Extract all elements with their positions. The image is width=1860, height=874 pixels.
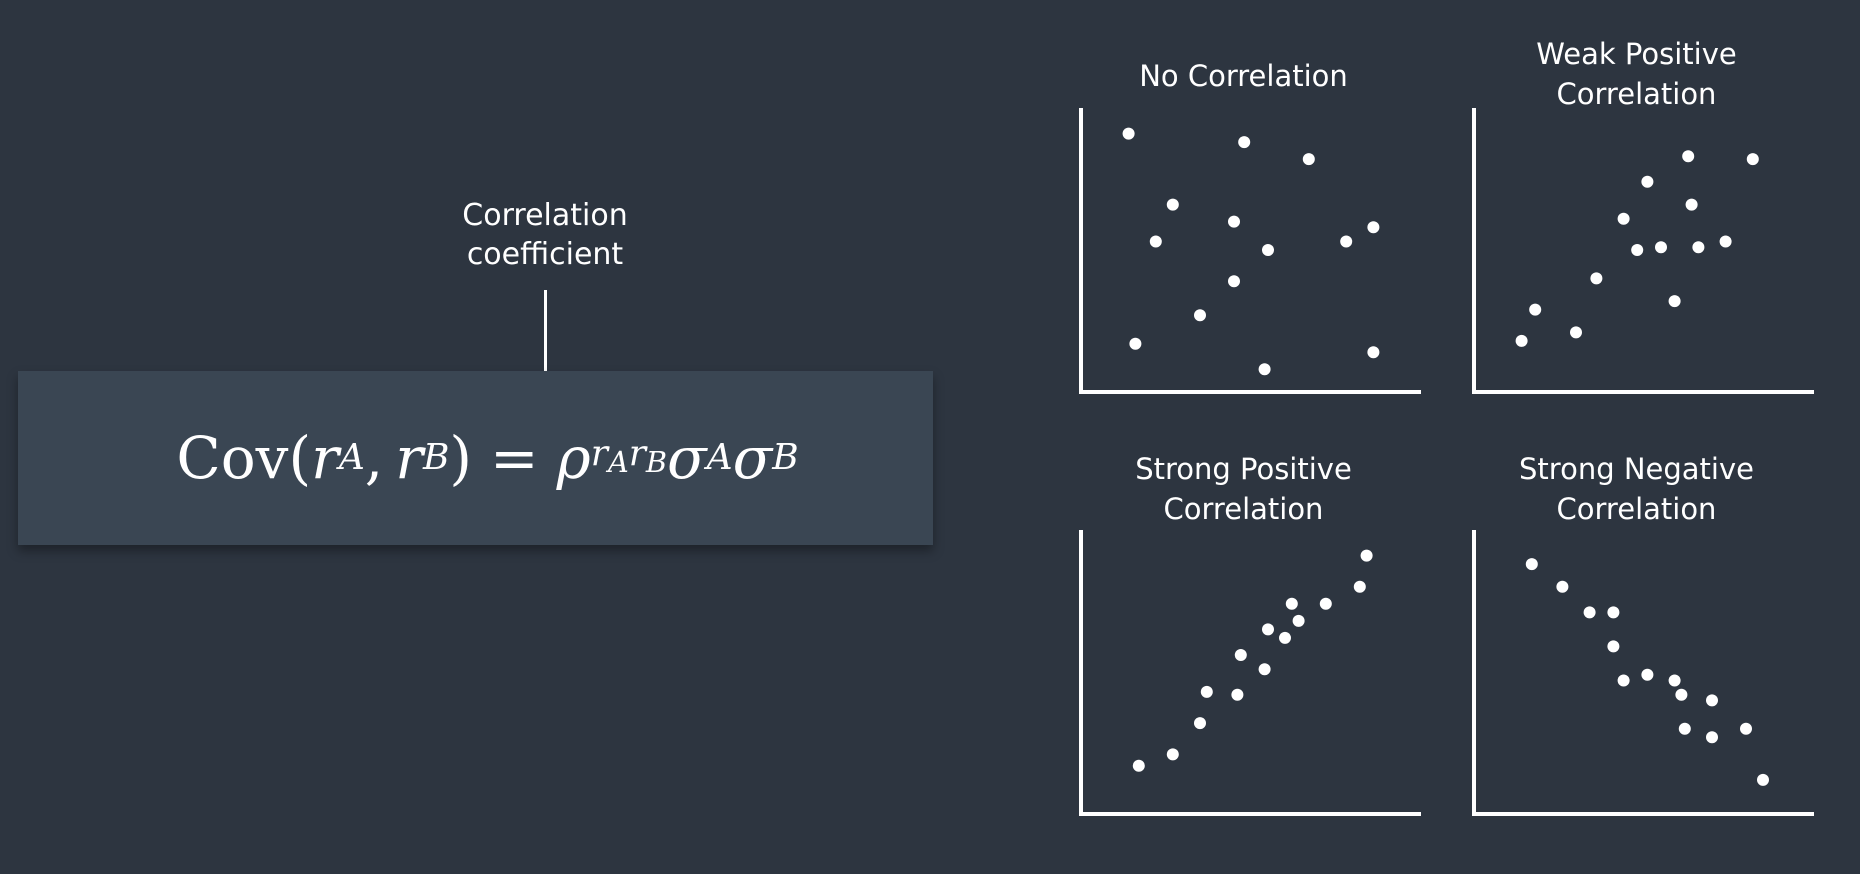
scatter-point [1122,127,1135,140]
scatter-point [1285,597,1298,610]
scatter-point [1234,649,1247,661]
scatter-point [1262,623,1274,636]
scatter-point [1279,631,1291,644]
formula-comma: , [364,424,384,492]
scatter-point [1719,235,1732,248]
scatter-point [1668,295,1681,308]
scatter-point [1515,334,1528,347]
scatter-point [1319,597,1332,610]
panel-title-no-correlation: No Correlation [1071,56,1416,96]
scatter-point [1757,773,1769,786]
scatter-point [1590,272,1603,285]
scatter-point [1194,717,1206,730]
scatter-point [1258,663,1271,676]
formula-rho: ρ [556,424,591,492]
formula-rho-sub-b: B [645,445,668,480]
panel-title-line: Strong Positive [1135,452,1352,486]
panel-title-line: Correlation [1163,492,1324,526]
scatter-point [1367,346,1380,359]
scatter-point [1367,221,1380,234]
scatter-point [1166,748,1179,761]
scatter-point [1360,549,1373,562]
annotation-line-1: Correlation [462,198,628,233]
formula-rho-sub-r-a: r [590,432,608,474]
scatter-point [1238,136,1251,149]
panel-title-line: Weak Positive [1536,37,1737,71]
scatter-point [1228,275,1240,288]
scatter-point [1641,175,1654,188]
scatter-point [1262,244,1274,256]
panel-title-line: No Correlation [1139,59,1348,93]
scatter-panel-no-correlation: No Correlation [1071,0,1416,340]
scatter-point [1706,694,1718,707]
scatter-panel-strong-negative: Strong Negative Correlation [1464,0,1809,526]
scatter-point [1200,685,1213,698]
scatter-point [1607,640,1620,653]
scatter-point [1746,153,1759,166]
scatter-point [1617,674,1630,687]
formula-rho-sub-a: A [607,445,629,480]
panel-title-line: Strong Negative [1519,452,1754,486]
scatter-point [1556,580,1569,593]
formula-open-paren: ( [288,424,312,492]
panel-title-weak-positive: Weak Positive Correlation [1464,34,1809,114]
scatter-point [1231,688,1244,701]
scatter-point [1682,150,1695,163]
scatter-point [1340,235,1353,248]
scatter-point [1631,244,1644,256]
scatter-panel-weak-positive: Weak Positive Correlation [1464,0,1809,340]
scatter-point [1132,759,1145,772]
formula-close-paren: ) [449,424,473,492]
formula-r-b: r [395,424,423,492]
scatter-point [1529,303,1542,316]
scatter-point [1583,606,1596,619]
scatter-point [1149,235,1162,248]
scatter-point [1194,309,1206,322]
formula-cov: Cov [176,424,289,492]
annotation-label: Correlation coefficient [405,196,685,274]
scatter-point [1570,326,1582,339]
annotation-line-2: coefficient [466,237,624,272]
scatter-point [1353,580,1366,593]
formula-sigma-b: σ [732,424,773,492]
scatter-point [1685,198,1698,211]
formula-sigma-a: σ [667,424,707,492]
scatter-panel-strong-positive: Strong Positive Correlation [1071,0,1416,526]
scatter-point [1292,614,1305,627]
scatter-point [1655,241,1667,254]
scatter-point [1706,731,1718,744]
scatter-point [1258,363,1271,376]
scatter-point [1668,674,1681,687]
scatter-point [1607,606,1620,619]
scatter-point [1740,722,1752,735]
formula-rho-subscript: rArB [591,435,667,476]
panel-title-strong-negative: Strong Negative Correlation [1464,449,1809,529]
scatter-point [1692,241,1705,254]
scatter-point [1166,198,1179,211]
scatter-point [1617,212,1630,225]
panel-title-strong-positive: Strong Positive Correlation [1071,449,1416,529]
scatter-point [1675,688,1688,701]
formula-rho-sub-r-b: r [628,432,646,474]
formula-r-a: r [311,424,339,492]
panel-title-line: Correlation [1556,492,1717,526]
scatter-point [1641,668,1654,681]
formula-equals: = [490,424,539,492]
scatter-point [1525,558,1538,571]
scatter-point [1129,337,1142,350]
scatter-point [1228,215,1240,228]
scatter-point [1678,722,1691,735]
panel-title-line: Correlation [1556,77,1717,111]
scatter-point [1302,153,1315,166]
annotation-pointer-line [544,290,547,426]
